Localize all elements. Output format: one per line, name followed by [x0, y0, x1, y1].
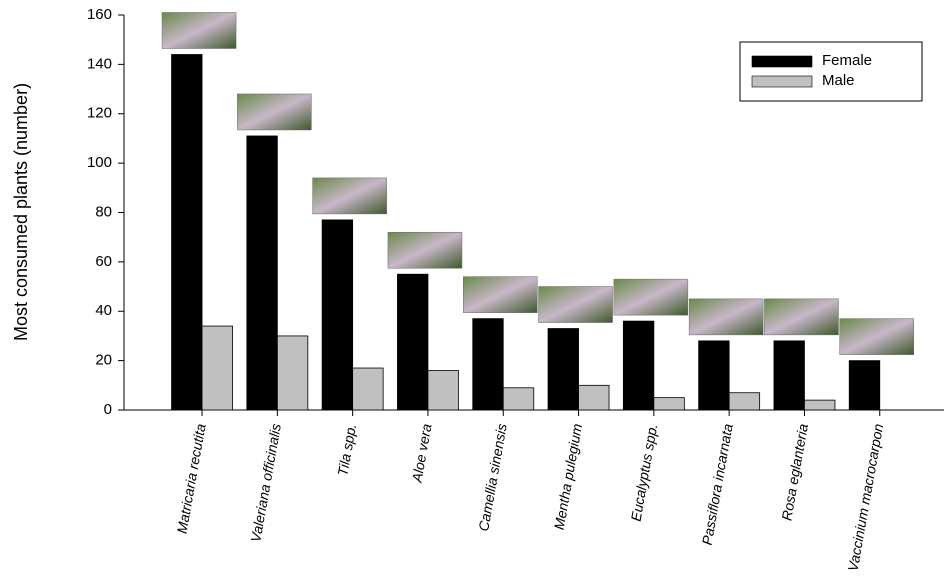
- bar: [472, 318, 504, 411]
- bar: [773, 340, 805, 411]
- y-tick-label: 20: [95, 352, 112, 369]
- bar: [397, 273, 429, 411]
- bar: [171, 54, 203, 411]
- bar: [578, 384, 610, 411]
- plant-photo: [538, 286, 613, 323]
- plant-photo: [688, 298, 764, 336]
- y-tick-label: 100: [87, 154, 112, 171]
- legend-swatch: [751, 55, 813, 68]
- y-tick-label: 160: [87, 6, 112, 23]
- bar: [804, 399, 836, 411]
- legend-swatch: [751, 75, 813, 88]
- legend-box: [739, 41, 923, 102]
- legend-label: Male: [822, 72, 855, 89]
- y-tick-label: 140: [87, 55, 112, 72]
- x-tick-label: Camellia sinensis: [475, 422, 510, 532]
- plant-photo: [312, 177, 387, 215]
- x-tick-label: Aloe vera: [408, 422, 434, 484]
- bar: [653, 397, 685, 411]
- bar: [427, 370, 459, 411]
- legend-label: Female: [822, 52, 872, 69]
- x-tick-label: Mentha pulegium: [551, 422, 585, 531]
- x-tick-label: Eucalyptus spp.: [628, 422, 661, 522]
- y-tick-label: 60: [95, 253, 112, 270]
- plant-photo: [839, 318, 914, 355]
- y-tick-label: 120: [87, 105, 112, 122]
- y-tick-label: 40: [95, 302, 112, 319]
- y-tick-label: 80: [95, 203, 112, 220]
- bar: [352, 367, 384, 411]
- y-tick-label: 0: [104, 401, 112, 418]
- plant-photo: [387, 231, 463, 269]
- bar: [502, 387, 535, 411]
- plant-photo: [613, 278, 689, 316]
- bar: [321, 219, 354, 411]
- bar: [728, 392, 761, 411]
- bar: [547, 328, 579, 411]
- bar: [848, 360, 881, 411]
- bar: [246, 135, 278, 411]
- x-tick-label: Passiflora incarnata: [699, 422, 736, 546]
- bar: [201, 325, 233, 411]
- x-tick-label: Vaccinium macrocarpon: [845, 422, 887, 572]
- bar: [276, 335, 309, 411]
- y-axis-label: Most consumed plants (number): [11, 83, 31, 341]
- plant-photo: [161, 12, 237, 49]
- plant-photo: [237, 93, 312, 131]
- x-tick-label: Valeriana officinalis: [247, 422, 284, 543]
- x-tick-label: Tila spp.: [334, 422, 359, 477]
- bar: [698, 340, 730, 411]
- x-tick-label: Matricaria recutita: [174, 422, 209, 535]
- x-tick-label: Rosa eglanteria: [778, 422, 811, 522]
- plant-photo: [764, 298, 839, 336]
- bar: [622, 320, 655, 411]
- plant-photo: [463, 276, 538, 313]
